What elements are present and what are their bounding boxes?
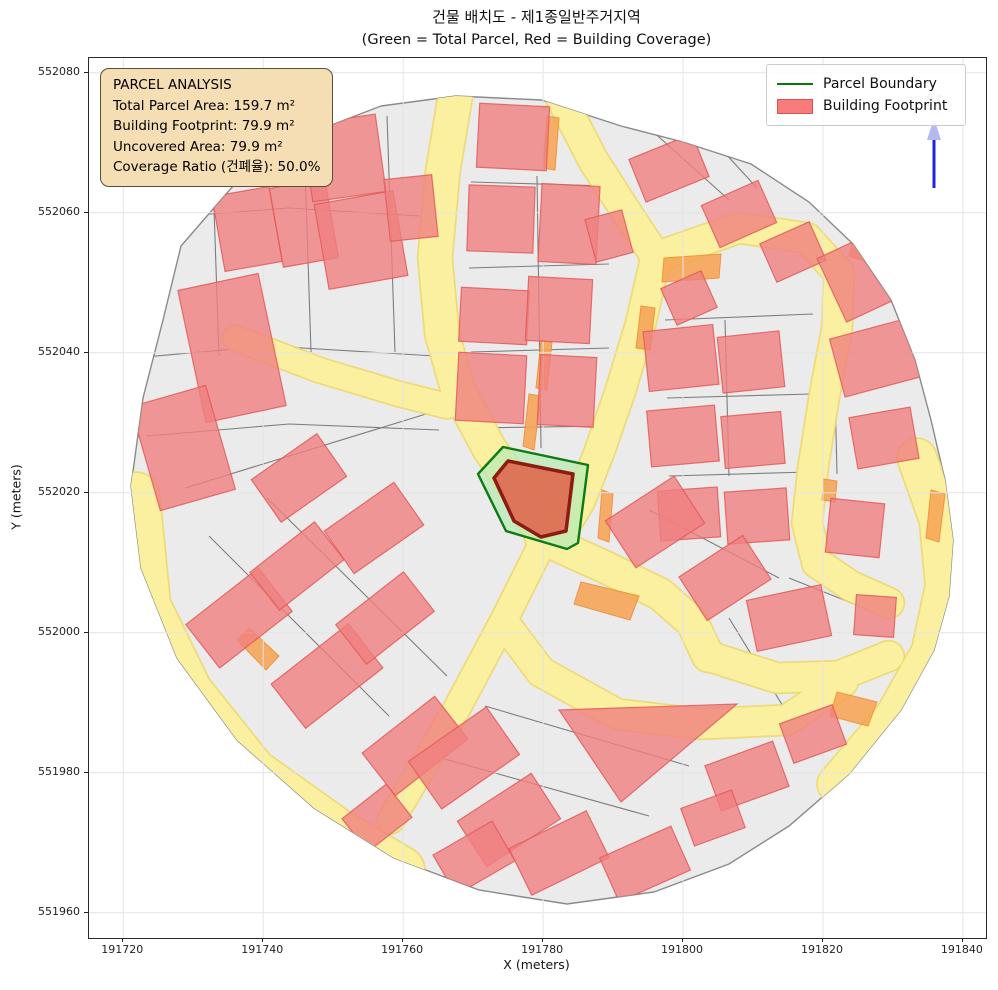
y-tick-label: 552000 [38,624,80,638]
building-polygon [508,809,610,897]
buildings-layer [131,102,922,903]
building-polygon [778,703,848,765]
x-axis-label: X (meters) [503,957,570,972]
x-tick-mark [542,938,544,942]
y-tick-mark [84,771,88,773]
orange-parcel [573,581,640,621]
building-polygon [323,481,425,575]
building-polygon [407,706,521,810]
orange-parcel [522,393,542,451]
parcel-boundary-line [668,471,810,477]
y-tick-label: 552020 [38,484,80,498]
map-svg: N [89,58,986,938]
building-polygon [759,221,827,283]
x-tick-label: 191820 [800,943,843,956]
building-polygon [646,404,720,468]
target-building-footprint [492,459,575,539]
x-tick-label: 191800 [661,943,704,956]
orange-parcel [661,253,722,283]
x-tick-mark [961,938,963,942]
road [525,522,724,672]
x-tick-mark [262,938,264,942]
x-tick-label: 191840 [940,943,983,956]
title-line-1: 건물 배치도 - 제1종일반주거지역 [432,8,641,26]
parcel-analysis-title: PARCEL ANALYSIS [113,77,232,93]
x-tick-label: 191720 [101,943,144,956]
title-line-2: (Green = Total Parcel, Red = Building Co… [361,32,712,48]
y-tick-label: 551960 [38,904,80,918]
parcel-analysis-line: Total Parcel Area: 159.7 m² [113,97,296,114]
parcel-analysis-line: Coverage Ratio (건폐율): 50.0% [113,159,321,176]
y-tick-mark [84,71,88,73]
parcel-boundary-line [468,263,610,269]
building-polygon [720,410,786,470]
parcel-boundary-line [666,393,812,399]
y-tick-mark [84,911,88,913]
building-polygon [598,825,692,903]
legend: Parcel Boundary Building Footprint [766,64,966,126]
building-polygon [249,521,345,611]
x-tick-label: 191740 [241,943,284,956]
building-polygon [584,209,634,263]
building-polygon [454,351,528,425]
y-tick-mark [84,631,88,633]
x-tick-mark [122,938,124,942]
building-polygon [642,323,720,393]
north-arrow-head-icon [927,118,941,140]
building-polygon [678,534,772,622]
y-tick-mark [84,211,88,213]
building-polygon [848,406,920,470]
y-tick-label: 552080 [38,64,80,78]
building-polygon [853,594,897,638]
road [223,326,459,418]
chart-title: 건물 배치도 - 제1종일반주거지역 (Green = Total Parcel… [88,6,985,48]
building-footprint-patch-swatch [777,98,813,114]
y-tick-label: 551980 [38,764,80,778]
building-polygon [628,133,710,203]
building-polygon [432,820,516,896]
building-polygon [700,179,778,249]
y-tick-label: 552060 [38,204,80,218]
building-polygon [604,475,706,569]
building-polygon [250,432,348,524]
legend-label: Parcel Boundary [823,76,937,92]
legend-row-building-footprint: Building Footprint [777,95,955,117]
y-axis-label: Y (meters) [8,464,24,530]
legend-label: Building Footprint [823,98,948,114]
building-polygon [458,286,530,346]
y-tick-label: 552040 [38,344,80,358]
y-tick-mark [84,491,88,493]
building-polygon [334,570,436,666]
plot-area: N [88,57,987,939]
x-tick-label: 191780 [521,943,564,956]
building-polygon [659,269,719,327]
building-polygon [723,487,791,545]
parcel-analysis-line: Uncovered Area: 79.9 m² [113,138,283,155]
building-polygon [524,275,594,345]
building-polygon [824,497,886,559]
x-tick-mark [821,938,823,942]
building-polygon [680,789,746,847]
legend-row-parcel-boundary: Parcel Boundary [777,73,955,95]
building-polygon [466,184,536,254]
parcel-analysis-box: PARCEL ANALYSIS Total Parcel Area: 159.7… [100,68,334,187]
x-tick-label: 191760 [381,943,424,956]
building-polygon [131,384,237,512]
building-polygon [745,583,833,653]
parcel-analysis-line: Building Footprint: 79.9 m² [113,118,295,135]
parcel-boundary-line-swatch [777,83,813,85]
building-polygon [557,703,739,803]
x-tick-mark [402,938,404,942]
road [544,96,671,272]
building-polygon [536,353,598,429]
building-polygon [475,102,551,172]
road [693,641,904,693]
y-tick-mark [84,351,88,353]
building-polygon [383,174,439,242]
x-tick-mark [682,938,684,942]
parcel-boundary-line [266,497,448,677]
building-polygon [716,330,786,394]
